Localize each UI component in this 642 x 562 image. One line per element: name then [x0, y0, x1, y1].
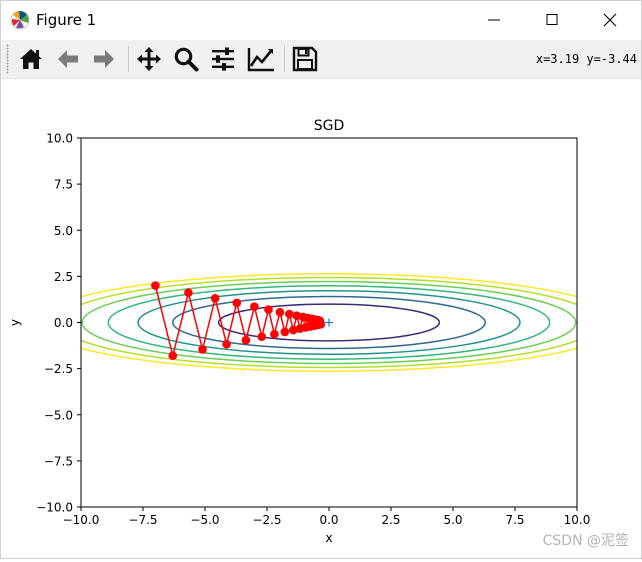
y-tick-label: 0.0	[54, 316, 73, 330]
x-tick-label: 10.0	[564, 513, 591, 527]
contour-level-4	[107, 285, 551, 360]
subplots-button[interactable]	[208, 44, 238, 74]
maximize-button[interactable]	[529, 1, 575, 39]
sgd-point	[257, 332, 267, 342]
y-tick-label: 2.5	[54, 270, 73, 284]
back-button[interactable]	[53, 44, 83, 74]
sgd-point	[151, 281, 160, 290]
chart-title: SGD	[314, 118, 345, 134]
y-tick-label: −5.0	[44, 408, 73, 422]
minimize-icon	[488, 19, 500, 21]
toolbar-grip[interactable]	[6, 44, 9, 74]
maximize-icon	[546, 14, 558, 25]
csdn-watermark: CSDN @泥签	[543, 532, 629, 549]
minimize-button[interactable]	[471, 1, 517, 39]
y-ticks: −10.0 −7.5 −5.0 −2.5 0.0 2.5 5.0 7.5 10.0	[36, 132, 81, 515]
sgd-markers	[151, 281, 326, 361]
cursor-coordinates: x=3.19 y=-3.44	[535, 52, 637, 66]
x-tick-label: −7.5	[128, 513, 157, 527]
y-tick-label: −2.5	[44, 362, 73, 376]
forward-icon	[94, 50, 114, 68]
sgd-point	[210, 294, 220, 303]
pan-icon	[137, 47, 161, 71]
contour-level-6	[81, 276, 577, 369]
x-tick-label: −10.0	[63, 513, 100, 527]
contour-level-5	[81, 280, 577, 365]
toolbar-separator	[128, 46, 129, 72]
sgd-point	[270, 329, 279, 339]
sgd-point	[264, 305, 273, 314]
home-button[interactable]	[16, 44, 46, 74]
x-ticks: −10.0 −7.5 −5.0 −2.5 0.0 2.5 5.0 7.5 10.0	[63, 507, 591, 527]
matplotlib-app-icon	[10, 10, 30, 30]
title-bar[interactable]: Figure 1	[1, 1, 641, 39]
home-icon	[20, 49, 42, 69]
sgd-point	[250, 302, 259, 311]
x-axis-label: x	[325, 531, 332, 545]
window-title: Figure 1	[36, 11, 97, 29]
x-tick-label: 7.5	[505, 513, 524, 527]
navigation-toolbar: x=3.19 y=-3.44	[1, 40, 641, 79]
close-button[interactable]	[587, 1, 633, 39]
sgd-point	[316, 319, 326, 329]
figure-canvas[interactable]: −10.0 −7.5 −5.0 −2.5 0.0 2.5 5.0 7.5 10.0 −10.0−…	[1, 79, 641, 558]
y-axis-label: y	[8, 319, 22, 326]
x-tick-label: −2.5	[252, 513, 281, 527]
sgd-point	[222, 339, 231, 349]
zoom-icon	[174, 47, 199, 72]
minimum-marker	[325, 318, 333, 327]
sgd-point	[275, 307, 285, 317]
x-tick-label: 0.0	[319, 513, 338, 527]
save-icon	[292, 46, 318, 72]
y-tick-label: 7.5	[54, 178, 73, 192]
y-tick-label: 5.0	[54, 224, 73, 238]
sgd-point	[280, 327, 290, 337]
x-tick-label: 2.5	[381, 513, 400, 527]
subplots-icon	[212, 47, 234, 71]
sgd-point	[198, 345, 207, 354]
sgd-point	[288, 325, 298, 335]
x-tick-label: −5.0	[190, 513, 219, 527]
y-tick-label: −7.5	[44, 454, 73, 468]
contour-level-3	[137, 290, 521, 355]
contour-level-7	[81, 273, 577, 372]
sgd-point	[232, 298, 242, 308]
y-tick-label: −10.0	[36, 501, 73, 515]
sgd-point	[184, 288, 193, 297]
back-icon	[58, 50, 78, 68]
forward-button[interactable]	[89, 44, 119, 74]
sgd-chart[interactable]: −10.0 −7.5 −5.0 −2.5 0.0 2.5 5.0 7.5 10.0 −10.0−…	[1, 79, 641, 558]
edit-curves-button[interactable]	[245, 44, 275, 74]
pan-button[interactable]	[134, 44, 164, 74]
sgd-point	[168, 351, 178, 361]
close-icon	[603, 13, 617, 27]
contour-level-2	[172, 295, 486, 350]
save-button[interactable]	[290, 44, 320, 74]
sgd-point	[285, 309, 294, 319]
zoom-button[interactable]	[171, 44, 201, 74]
y-tick-label: 10.0	[46, 132, 73, 146]
sgd-point	[241, 335, 251, 345]
contour-level-1	[217, 303, 441, 342]
contour-lines	[81, 273, 577, 372]
toolbar-separator	[284, 46, 285, 72]
lines-icon	[247, 48, 274, 72]
x-tick-label: 5.0	[443, 513, 462, 527]
